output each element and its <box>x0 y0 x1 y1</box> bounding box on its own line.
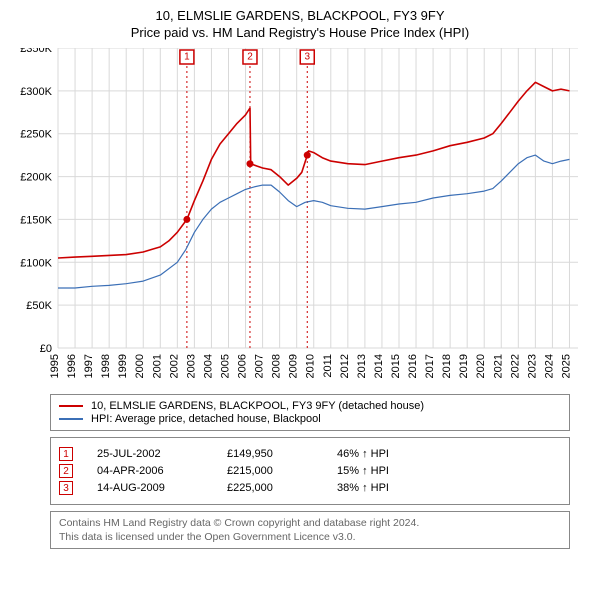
svg-text:1997: 1997 <box>83 354 95 378</box>
event-marker-icon: 2 <box>59 464 73 478</box>
footer-line2: This data is licensed under the Open Gov… <box>59 530 561 544</box>
svg-text:2024: 2024 <box>543 354 555 378</box>
event-marker-icon: 3 <box>59 481 73 495</box>
svg-text:2014: 2014 <box>373 354 385 378</box>
svg-text:2011: 2011 <box>322 354 334 378</box>
svg-text:£150K: £150K <box>20 214 52 226</box>
event-price: £215,000 <box>227 465 337 477</box>
svg-text:£200K: £200K <box>20 172 52 184</box>
svg-text:2002: 2002 <box>168 354 180 378</box>
svg-text:1: 1 <box>184 52 190 63</box>
svg-text:2: 2 <box>247 52 253 63</box>
svg-text:2001: 2001 <box>151 354 163 378</box>
svg-text:2018: 2018 <box>441 354 453 378</box>
event-price: £149,950 <box>227 448 337 460</box>
svg-text:£300K: £300K <box>20 86 52 98</box>
legend-swatch <box>59 405 83 407</box>
event-date: 04-APR-2006 <box>97 465 227 477</box>
events-table: 1 25-JUL-2002 £149,950 46% ↑ HPI 2 04-AP… <box>50 437 570 505</box>
svg-text:2020: 2020 <box>475 354 487 378</box>
svg-text:2012: 2012 <box>339 354 351 378</box>
svg-text:£0: £0 <box>40 343 52 355</box>
chart-area: £0 £50K £100K £150K £200K £250K £300K £350K 1995… <box>10 48 590 388</box>
svg-text:2019: 2019 <box>458 354 470 378</box>
svg-text:2021: 2021 <box>492 354 504 378</box>
event-row: 3 14-AUG-2009 £225,000 38% ↑ HPI <box>59 481 561 495</box>
svg-text:2008: 2008 <box>271 354 283 378</box>
svg-text:2023: 2023 <box>526 354 538 378</box>
svg-text:1999: 1999 <box>117 354 129 378</box>
event-marker-num: 2 <box>63 466 69 477</box>
event-pct: 46% ↑ HPI <box>337 448 389 460</box>
svg-text:2009: 2009 <box>288 354 300 378</box>
footer-line1: Contains HM Land Registry data © Crown c… <box>59 516 561 530</box>
event-marker-num: 1 <box>63 449 69 460</box>
svg-text:2015: 2015 <box>390 354 402 378</box>
legend-label: 10, ELMSLIE GARDENS, BLACKPOOL, FY3 9FY … <box>91 400 424 412</box>
svg-text:2010: 2010 <box>305 354 317 378</box>
legend-item: HPI: Average price, detached house, Blac… <box>59 413 561 425</box>
event-row: 2 04-APR-2006 £215,000 15% ↑ HPI <box>59 464 561 478</box>
svg-text:2003: 2003 <box>185 354 197 378</box>
event-price: £225,000 <box>227 482 337 494</box>
svg-text:£350K: £350K <box>20 48 52 55</box>
svg-text:£100K: £100K <box>20 257 52 269</box>
svg-text:3: 3 <box>304 52 310 63</box>
legend-label: HPI: Average price, detached house, Blac… <box>91 413 321 425</box>
chart-titles: 10, ELMSLIE GARDENS, BLACKPOOL, FY3 9FY … <box>0 0 600 40</box>
svg-text:£50K: £50K <box>26 300 52 312</box>
chart-svg: £0 £50K £100K £150K £200K £250K £300K £350K 1995… <box>10 48 590 388</box>
event-pct: 38% ↑ HPI <box>337 482 389 494</box>
event-row: 1 25-JUL-2002 £149,950 46% ↑ HPI <box>59 447 561 461</box>
legend-item: 10, ELMSLIE GARDENS, BLACKPOOL, FY3 9FY … <box>59 400 561 412</box>
page-root: 10, ELMSLIE GARDENS, BLACKPOOL, FY3 9FY … <box>0 0 600 549</box>
svg-text:2004: 2004 <box>202 354 214 378</box>
svg-text:1995: 1995 <box>49 354 61 378</box>
svg-text:2016: 2016 <box>407 354 419 378</box>
svg-text:1996: 1996 <box>66 354 78 378</box>
svg-text:2025: 2025 <box>560 354 572 378</box>
svg-text:2017: 2017 <box>424 354 436 378</box>
event-pct: 15% ↑ HPI <box>337 465 389 477</box>
title-address: 10, ELMSLIE GARDENS, BLACKPOOL, FY3 9FY <box>0 8 600 23</box>
svg-text:2006: 2006 <box>237 354 249 378</box>
footer-attribution: Contains HM Land Registry data © Crown c… <box>50 511 570 549</box>
svg-text:2007: 2007 <box>254 354 266 378</box>
legend-box: 10, ELMSLIE GARDENS, BLACKPOOL, FY3 9FY … <box>50 394 570 431</box>
event-date: 14-AUG-2009 <box>97 482 227 494</box>
svg-text:2022: 2022 <box>509 354 521 378</box>
event-marker-icon: 1 <box>59 447 73 461</box>
event-marker-num: 3 <box>63 483 69 494</box>
svg-text:1998: 1998 <box>100 354 112 378</box>
title-subtitle: Price paid vs. HM Land Registry's House … <box>0 25 600 40</box>
svg-text:£250K: £250K <box>20 129 52 141</box>
svg-text:2013: 2013 <box>356 354 368 378</box>
svg-text:2000: 2000 <box>134 354 146 378</box>
svg-text:2005: 2005 <box>219 354 231 378</box>
event-date: 25-JUL-2002 <box>97 448 227 460</box>
legend-swatch <box>59 418 83 420</box>
